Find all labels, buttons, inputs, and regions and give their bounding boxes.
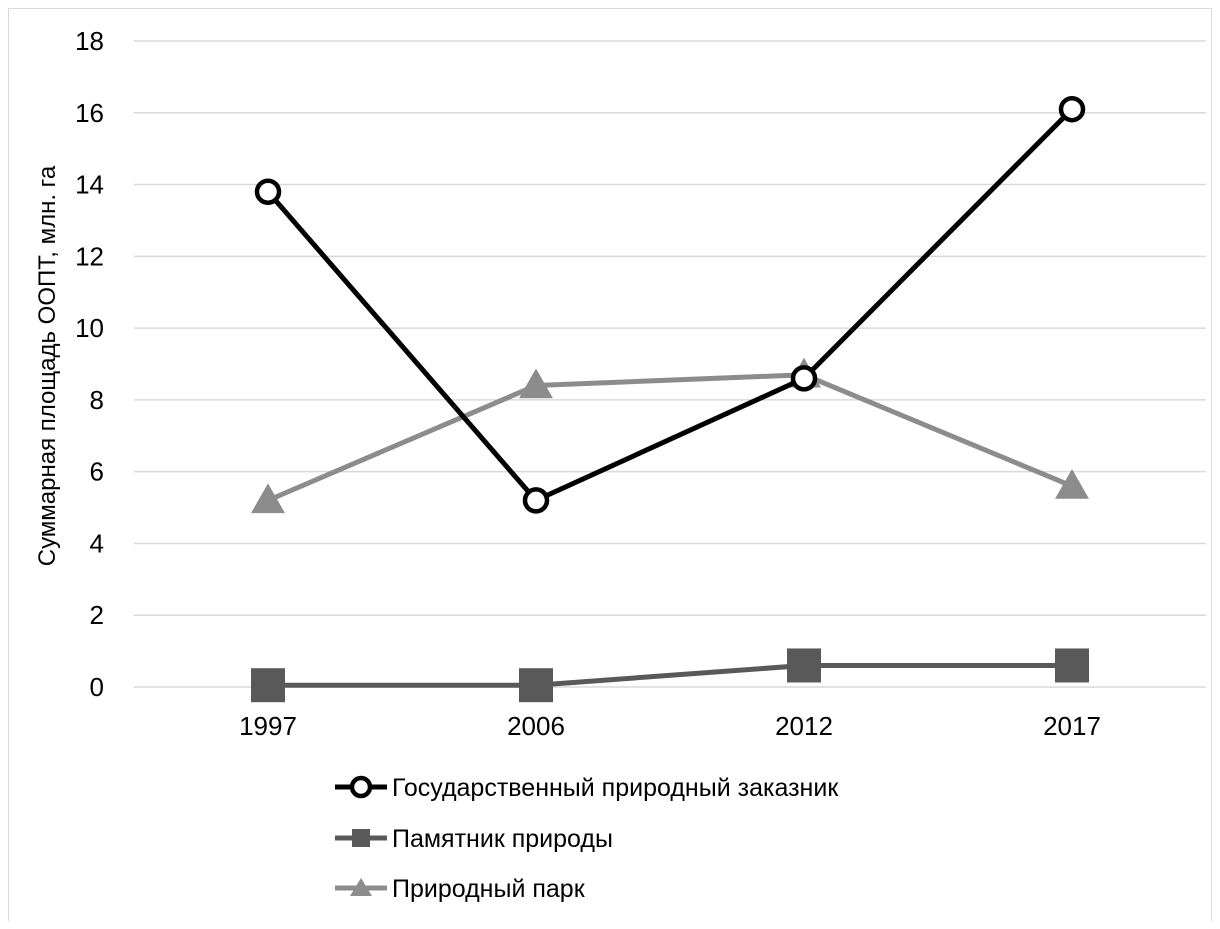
legend-marker-square xyxy=(352,829,370,847)
data-point-triangle xyxy=(1055,469,1089,499)
y-axis-ticks: 0 2 4 6 8 10 12 14 16 18 xyxy=(75,26,104,702)
y-axis-label: Суммарная площадь ООПТ, млн. га xyxy=(34,165,61,566)
legend-label: Государственный природный заказник xyxy=(392,774,839,802)
data-point-square xyxy=(251,668,285,703)
data-point-square xyxy=(519,668,553,703)
data-point-triangle xyxy=(251,483,285,514)
y-tick-label: 2 xyxy=(90,600,104,630)
series-line xyxy=(265,372,1075,503)
data-point-circle xyxy=(254,178,282,205)
series-layer xyxy=(251,95,1089,703)
y-tick-label: 6 xyxy=(90,457,104,487)
data-point-circle xyxy=(790,365,818,392)
y-tick-label: 12 xyxy=(75,241,104,271)
series-0 xyxy=(254,95,1086,514)
y-tick-label: 0 xyxy=(90,672,104,702)
y-tick-label: 10 xyxy=(75,313,104,343)
chart-frame xyxy=(8,8,1212,921)
series-line xyxy=(265,662,1075,688)
legend-item: Природный парк xyxy=(335,875,586,903)
x-tick-label: 2017 xyxy=(1043,711,1101,741)
x-axis-ticks: 1997 2006 2012 2017 xyxy=(239,711,1101,741)
series-2 xyxy=(251,357,1089,514)
x-tick-label: 1997 xyxy=(239,711,297,741)
y-tick-label: 18 xyxy=(75,26,104,56)
data-point-square xyxy=(1055,648,1089,683)
data-point-circle xyxy=(1058,95,1086,123)
legend-item: Государственный природный заказник xyxy=(335,774,839,802)
y-tick-label: 4 xyxy=(90,528,104,558)
series-1 xyxy=(251,648,1089,703)
data-point-square xyxy=(787,648,821,683)
y-tick-label: 8 xyxy=(90,385,104,415)
legend-label: Памятник природы xyxy=(392,825,613,853)
x-tick-label: 2012 xyxy=(775,711,833,741)
legend-marker-triangle xyxy=(350,878,372,896)
legend: Государственный природный заказник Памятн… xyxy=(335,774,839,903)
legend-label: Природный парк xyxy=(392,875,586,903)
data-point-triangle xyxy=(519,368,553,399)
legend-item: Памятник природы xyxy=(335,825,613,853)
legend-marker-circle xyxy=(349,775,373,799)
series-line xyxy=(265,106,1075,503)
data-point-circle xyxy=(522,487,550,514)
x-tick-label: 2006 xyxy=(507,711,565,741)
y-tick-label: 14 xyxy=(75,170,104,200)
y-tick-label: 16 xyxy=(75,98,104,128)
